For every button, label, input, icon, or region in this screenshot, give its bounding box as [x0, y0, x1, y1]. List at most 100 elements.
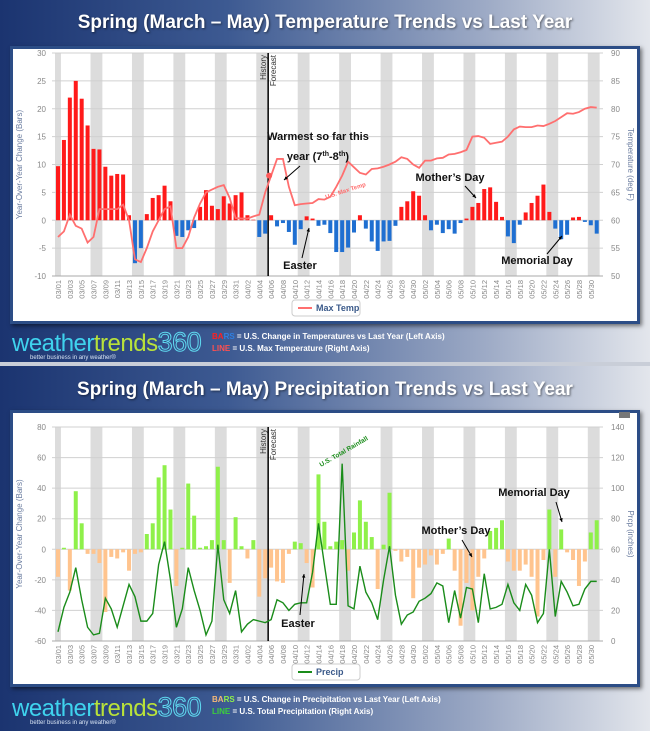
x-tick-label: 04/06	[267, 645, 276, 664]
x-tick-label: 05/12	[480, 280, 489, 299]
bar-05/29	[582, 549, 587, 562]
arrow-icon	[301, 227, 310, 259]
x-tick-label: 05/22	[539, 645, 548, 664]
y2-axis-title: Temperature (deg F)	[626, 128, 635, 201]
bar-05/13	[488, 187, 493, 221]
bar-04/20	[352, 220, 356, 233]
chart-legend[interactable]: Precip	[291, 663, 361, 681]
bar-04/10	[292, 220, 297, 245]
easter-annotation: Easter	[281, 618, 315, 630]
bar-04/22	[363, 521, 368, 550]
y2-tick-label: 90	[611, 49, 620, 58]
x-tick-label: 05/28	[575, 280, 584, 299]
bars-key-row: BARS = U.S. Change in Temperatures vs La…	[212, 332, 445, 341]
bar-05/12	[482, 549, 487, 559]
x-tick-label: 04/22	[362, 280, 371, 299]
bar-03/16	[144, 534, 149, 550]
arrowhead-icon	[301, 574, 306, 578]
legend-box	[291, 299, 361, 317]
y-tick-label: 40	[37, 484, 46, 493]
mothers-day-annotation: Mother’s Day	[415, 172, 485, 184]
bar-03/21	[174, 220, 179, 236]
bar-03/25	[198, 206, 203, 221]
x-tick-label: 05/06	[445, 645, 454, 664]
x-tick-label: 04/10	[291, 645, 300, 664]
bar-03/23	[186, 483, 191, 550]
precip-chart-title: Spring (March – May) Precipitation Trend…	[77, 379, 573, 400]
bar-05/15	[500, 216, 504, 221]
bar-05/09	[464, 549, 469, 583]
y-tick-label: 80	[37, 423, 46, 432]
bar-04/05	[263, 220, 268, 234]
bar-05/08	[458, 549, 463, 626]
bar-05/06	[446, 538, 451, 550]
bar-03/15	[138, 220, 143, 249]
bar-05/24	[553, 549, 558, 577]
panel-divider	[0, 362, 650, 366]
x-tick-label: 03/15	[137, 280, 146, 299]
x-tick-label: 05/04	[433, 280, 442, 299]
x-tick-label: 04/28	[397, 280, 406, 299]
arrowhead-icon	[559, 518, 563, 522]
x-tick-label: 03/25	[196, 280, 205, 299]
bar-04/21	[357, 215, 362, 221]
y-tick-label: 30	[37, 49, 46, 58]
y2-tick-label: 65	[611, 188, 620, 197]
y-axis-title: Year-Over-Year Change (Bars)	[15, 479, 24, 589]
arrowhead-icon	[306, 228, 310, 232]
bar-03/26	[204, 190, 208, 221]
bar-03/03	[67, 97, 72, 221]
weekend-band	[173, 427, 186, 641]
chart-menu-icon[interactable]	[619, 412, 630, 418]
bar-04/07	[275, 549, 280, 582]
x-tick-label: 03/09	[101, 280, 110, 299]
bar-04/20	[352, 532, 356, 550]
bar-03/29	[221, 196, 226, 221]
x-tick-label: 03/11	[113, 280, 122, 298]
y-tick-label: -20	[34, 576, 46, 585]
bar-04/21	[357, 500, 362, 550]
x-tick-label: 03/05	[78, 645, 87, 664]
y2-tick-label: 100	[611, 484, 625, 493]
mothers-day-annotation: Mother’s Day	[421, 525, 491, 537]
bar-03/30	[227, 549, 232, 583]
bar-05/22	[541, 549, 546, 560]
x-tick-label: 03/31	[232, 280, 241, 299]
bar-04/03	[251, 219, 256, 221]
bar-05/11	[476, 202, 481, 221]
bar-03/09	[103, 166, 108, 221]
bar-03/20	[168, 509, 173, 550]
arrow-icon	[546, 235, 563, 255]
bar-04/28	[399, 549, 404, 562]
bar-05/16	[505, 220, 510, 237]
legend-label: Precip	[316, 667, 344, 677]
x-tick-label: 03/31	[232, 645, 241, 664]
x-tick-label: 04/08	[279, 645, 288, 664]
temp-footer-legend: BARS = U.S. Change in Temperatures vs La…	[212, 332, 445, 356]
bar-04/22	[363, 220, 368, 229]
x-tick-label: 05/24	[551, 280, 560, 299]
warmest-annotation-line1: Warmest so far this	[267, 131, 369, 143]
x-tick-label: 04/06	[267, 280, 276, 299]
bar-05/14	[494, 527, 499, 550]
x-tick-label: 03/27	[208, 645, 217, 664]
chart-legend[interactable]: Max Temp	[291, 299, 361, 317]
bar-04/05	[263, 549, 268, 579]
x-tick-label: 05/28	[575, 645, 584, 664]
bar-03/27	[209, 205, 214, 221]
bar-05/01	[417, 549, 422, 568]
bar-05/24	[553, 220, 558, 229]
bar-04/14	[316, 220, 321, 226]
y-tick-label: 15	[37, 133, 46, 142]
x-tick-label: 03/29	[220, 280, 229, 299]
x-tick-label: 05/06	[445, 280, 454, 299]
y-tick-label: 60	[37, 454, 46, 463]
x-tick-label: 04/10	[291, 280, 300, 299]
bar-03/02	[61, 139, 66, 221]
bar-05/16	[505, 549, 510, 562]
bar-04/23	[369, 537, 374, 550]
bar-04/28	[399, 206, 404, 221]
arrowhead-icon	[468, 553, 472, 557]
x-tick-label: 05/14	[492, 645, 501, 664]
x-tick-label: 04/18	[338, 645, 347, 664]
